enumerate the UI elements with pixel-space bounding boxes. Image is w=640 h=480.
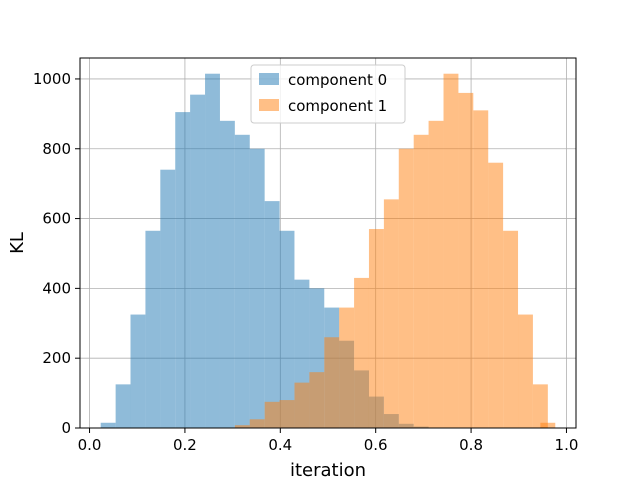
x-tick-label: 0.2 bbox=[173, 436, 197, 454]
bar-component-0 bbox=[160, 169, 176, 428]
bar-component-1 bbox=[540, 422, 556, 428]
legend-box bbox=[250, 64, 406, 124]
bar-component-1 bbox=[354, 277, 369, 428]
bar-component-1 bbox=[264, 401, 280, 428]
bar-component-1 bbox=[503, 230, 519, 428]
bar-component-1 bbox=[383, 199, 399, 428]
y-axis-label: KL bbox=[7, 232, 28, 254]
bar-component-1 bbox=[532, 384, 548, 428]
x-tick-label: 0.4 bbox=[268, 436, 292, 454]
bar-component-1 bbox=[339, 307, 355, 428]
y-tick-label: 400 bbox=[42, 279, 71, 297]
bar-component-1 bbox=[443, 73, 459, 428]
x-axis-label: iteration bbox=[290, 460, 366, 480]
plot-area-frame bbox=[79, 57, 577, 429]
legend: component 0 component 1 bbox=[250, 64, 406, 124]
bar-component-1 bbox=[234, 425, 250, 428]
bar-component-1 bbox=[518, 314, 533, 428]
x-tick-label: 0.6 bbox=[364, 436, 388, 454]
x-axis-ticks: 0.0 0.2 0.4 0.6 0.8 1.0 bbox=[78, 428, 579, 454]
y-tick-label: 800 bbox=[42, 140, 71, 158]
bar-component-1 bbox=[473, 110, 489, 428]
y-tick-label: 1000 bbox=[33, 70, 71, 88]
bar-component-1 bbox=[413, 134, 429, 428]
x-tick-label: 0.8 bbox=[459, 436, 483, 454]
y-tick-label: 600 bbox=[42, 210, 71, 228]
bar-component-1 bbox=[324, 337, 340, 428]
bar-component-1 bbox=[249, 419, 265, 428]
bar-component-0 bbox=[115, 384, 131, 428]
legend-swatch-component-0 bbox=[259, 73, 279, 85]
y-tick-label: 0 bbox=[61, 419, 71, 437]
legend-label-component-0: component 0 bbox=[288, 71, 387, 89]
legend-label-component-1: component 1 bbox=[288, 97, 387, 115]
bar-component-1 bbox=[279, 400, 295, 428]
bar-component-0 bbox=[249, 148, 265, 429]
bar-component-1 bbox=[398, 148, 414, 429]
legend-swatch-component-1 bbox=[259, 99, 279, 111]
bar-component-0 bbox=[175, 112, 191, 429]
bar-component-1 bbox=[294, 382, 310, 428]
bar-component-0 bbox=[234, 134, 250, 428]
bar-component-0 bbox=[264, 201, 280, 428]
bar-component-0 bbox=[145, 230, 161, 428]
bar-component-0 bbox=[100, 422, 116, 428]
x-tick-label: 1.0 bbox=[555, 436, 579, 454]
bar-component-1 bbox=[368, 229, 384, 428]
bar-component-0 bbox=[205, 73, 220, 428]
bar-component-1 bbox=[309, 372, 325, 428]
bar-component-0 bbox=[190, 94, 206, 428]
bar-component-0 bbox=[130, 314, 146, 428]
bar-component-1 bbox=[428, 120, 444, 428]
x-tick-label: 0.0 bbox=[78, 436, 102, 454]
bar-component-1 bbox=[488, 162, 504, 428]
bar-component-0 bbox=[279, 230, 295, 428]
series-component-1-bars bbox=[234, 73, 556, 429]
y-axis-ticks: 0 200 400 600 800 1000 bbox=[33, 70, 80, 437]
bar-component-1 bbox=[458, 92, 474, 428]
y-tick-label: 200 bbox=[42, 349, 71, 367]
bar-component-0 bbox=[219, 120, 235, 428]
